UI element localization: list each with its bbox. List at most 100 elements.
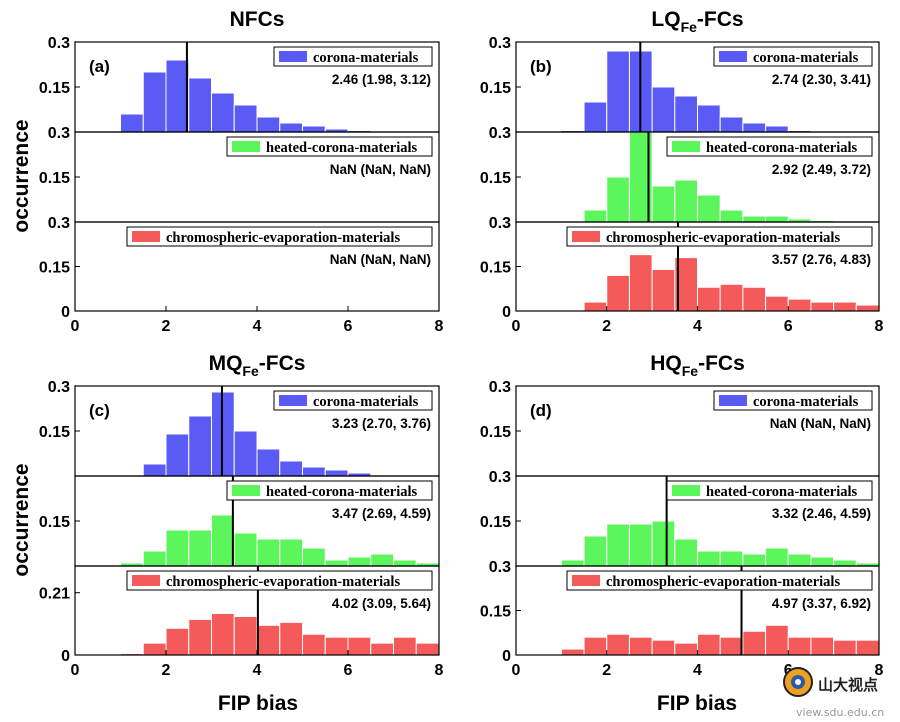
- subplot-corona-materials: 0.3 0.15 corona-materials 2.46 (1.98, 3.12)…: [39, 35, 440, 133]
- median-stat-text: 2.46 (1.98, 3.12): [332, 72, 431, 87]
- histogram-bar: [347, 636, 372, 656]
- legend-box: [566, 226, 873, 247]
- subplot-heated-corona-materials: 0.3 0.15 heated-corona-materials NaN (NaN, …: [39, 125, 440, 223]
- histogram-bar: [393, 559, 417, 567]
- histogram-bar: [211, 92, 235, 133]
- y-axis-label-top: occurrence: [10, 119, 33, 232]
- legend-box: [226, 136, 433, 157]
- histogram-bar: [347, 556, 372, 567]
- histogram-bar: [674, 179, 698, 223]
- histogram-bar: [719, 283, 744, 312]
- histogram-bar: [787, 298, 812, 312]
- histogram-bar: [855, 639, 880, 656]
- x-axis-label-left: FIP bias: [218, 692, 298, 715]
- x-tick-label: 4: [693, 318, 702, 335]
- histogram-bar: [606, 50, 630, 133]
- panel-title: HQFe-FCs: [650, 352, 745, 379]
- y-tick-label: 0.21: [39, 586, 70, 603]
- legend-box: [666, 480, 873, 501]
- legend-corona-materials: corona-materials: [713, 390, 873, 411]
- panel-1: LQFe-FCs 0.3 0.15 corona-materials 2.74 (2.3…: [480, 8, 884, 335]
- legend-label: corona-materials: [753, 50, 859, 66]
- watermark-text: 山大视点: [818, 676, 878, 694]
- y-tick-label: 0.3: [48, 125, 70, 142]
- legend-box: [273, 46, 433, 67]
- histogram-bar: [651, 268, 676, 312]
- median-stat-text: 3.47 (2.69, 4.59): [332, 506, 431, 521]
- y-tick-label: 0.3: [489, 469, 511, 486]
- histogram-bar: [583, 209, 608, 223]
- legend-heated-corona-materials: heated-corona-materials: [226, 480, 433, 501]
- subplot-chromospheric-evaporation-materials: 0.21 0 chromospheric-evaporation-materials…: [39, 565, 440, 665]
- histogram-bar: [583, 101, 608, 133]
- median-stat-text: 3.23 (2.70, 3.76): [332, 416, 431, 431]
- legend-label: heated-corona-materials: [266, 140, 417, 156]
- median-stat-text: 3.32 (2.46, 4.59): [772, 506, 871, 521]
- legend-swatch: [572, 231, 600, 242]
- y-tick-label: 0.15: [39, 80, 70, 97]
- x-tick-label: 8: [435, 318, 444, 335]
- histogram-bar: [583, 301, 608, 312]
- histogram-bar: [606, 274, 630, 312]
- legend-label: corona-materials: [313, 394, 419, 410]
- legend-swatch: [279, 395, 307, 406]
- legend-chromospheric-evaporation-materials: chromospheric-evaporation-materials: [126, 570, 433, 591]
- histogram-bar: [606, 633, 630, 656]
- histogram-bar: [697, 550, 721, 567]
- legend-swatch: [232, 141, 260, 152]
- legend-swatch: [132, 231, 160, 242]
- x-tick-label: 6: [344, 318, 353, 335]
- histogram-bar: [324, 636, 349, 656]
- y-tick-label: 0.3: [489, 215, 511, 232]
- histogram-bar: [302, 547, 326, 567]
- histogram-bar: [302, 633, 326, 656]
- histogram-bar: [833, 559, 857, 567]
- histogram-bar: [302, 125, 326, 133]
- legend-swatch: [672, 141, 700, 152]
- histogram-bar: [628, 523, 653, 567]
- y-tick-label: 0.15: [39, 514, 70, 531]
- histogram-bar: [370, 642, 394, 656]
- legend-box: [126, 570, 433, 591]
- legend-swatch: [279, 51, 307, 62]
- subplot-corona-materials: 0.3 0.15 corona-materials 2.74 (2.30, 3.41)…: [480, 35, 880, 133]
- histogram-bar: [765, 624, 789, 656]
- histogram-bar: [188, 77, 212, 133]
- x-tick-label: 6: [784, 318, 793, 335]
- histogram-bar: [787, 636, 812, 656]
- histogram-bar: [742, 286, 767, 312]
- histogram-bar: [742, 630, 767, 656]
- histogram-bar: [651, 520, 676, 567]
- histogram-bar: [628, 254, 653, 312]
- panel-title: LQFe-FCs: [651, 8, 743, 35]
- legend-chromospheric-evaporation-materials: chromospheric-evaporation-materials: [126, 226, 433, 247]
- legend-label: chromospheric-evaporation-materials: [606, 230, 840, 246]
- histogram-bar: [233, 430, 258, 477]
- y-tick-label: 0: [502, 304, 511, 321]
- y-tick-label: 0.3: [489, 125, 511, 142]
- legend-box: [666, 136, 873, 157]
- watermark-logo: [783, 667, 813, 697]
- panel-letter: (a): [89, 57, 110, 76]
- histogram-bar: [697, 286, 721, 312]
- histogram-bar: [142, 550, 167, 567]
- histogram-bar: [188, 415, 212, 477]
- histogram-bar: [279, 538, 303, 567]
- histogram-bar: [651, 185, 676, 223]
- histogram-bar: [188, 618, 212, 656]
- histogram-bar: [233, 104, 258, 133]
- x-tick-label: 2: [602, 318, 611, 335]
- histogram-bar: [279, 621, 303, 656]
- y-tick-label: 0.15: [480, 424, 511, 441]
- y-tick-label: 0.15: [480, 80, 511, 97]
- histogram-bar: [560, 559, 585, 567]
- legend-corona-materials: corona-materials: [713, 46, 873, 67]
- histogram-bar: [742, 215, 767, 223]
- legend-heated-corona-materials: heated-corona-materials: [226, 136, 433, 157]
- histogram-bar: [765, 295, 789, 312]
- legend-box: [566, 570, 873, 591]
- histogram-bar: [142, 71, 167, 133]
- histogram-bar: [855, 304, 880, 312]
- median-stat-text: 4.97 (3.37, 6.92): [772, 596, 871, 611]
